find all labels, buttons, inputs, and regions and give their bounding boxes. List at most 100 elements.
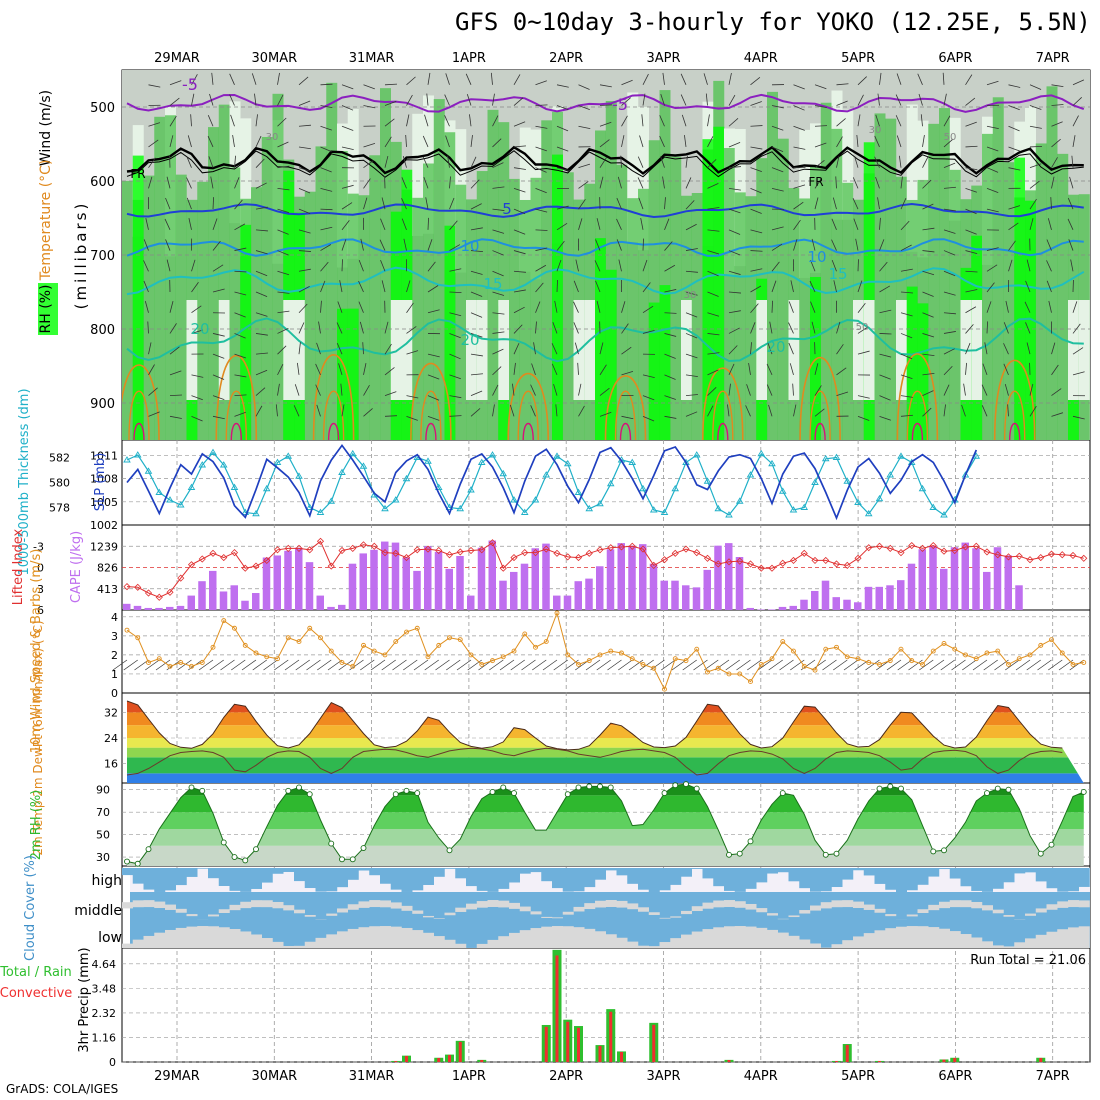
cloud-low-bar	[1003, 946, 1015, 948]
upper-wind-barb	[277, 188, 290, 191]
upper-wind-barb	[143, 239, 149, 251]
thickness-point	[596, 499, 604, 507]
upper-wind-barb	[169, 346, 180, 355]
upper-wind-barb	[363, 408, 373, 417]
precip-tick-label: 3.48	[92, 982, 117, 995]
upper-wind-barb	[895, 94, 902, 106]
cloud-mid-bar	[724, 900, 735, 908]
surface-wind-barb	[489, 659, 504, 671]
upper-wind-barb	[771, 125, 784, 131]
upper-wind-barb	[470, 408, 481, 417]
upper-wind-barb	[728, 250, 741, 256]
upper-wind-barb	[277, 363, 284, 376]
upper-wind-barb	[616, 218, 622, 231]
slp-tick-label: 1008	[90, 473, 118, 486]
upper-wind-barb	[707, 229, 720, 232]
upper-wind-barb	[943, 404, 946, 417]
upper-wind-barb	[406, 94, 413, 106]
upper-wind-barb	[1051, 176, 1055, 189]
cape-bar	[918, 549, 926, 610]
x-tick-label-top: 6APR	[938, 51, 972, 66]
thickness-point	[456, 504, 465, 512]
cloud-low-bar	[143, 935, 155, 948]
upper-wind-barb	[728, 345, 738, 355]
upper-wind-barb	[965, 74, 973, 86]
wind-tick-label: 4	[111, 611, 118, 624]
cape-bar	[467, 595, 475, 610]
cape-bar	[219, 591, 228, 610]
upper-wind-barb	[427, 353, 440, 358]
upper-wind-barb	[898, 155, 902, 168]
wind-speed-point	[135, 635, 141, 641]
upper-wind-barb	[513, 74, 521, 85]
upper-wind-barb	[427, 415, 440, 421]
precip-convective-bar	[1039, 1057, 1043, 1062]
rh-moist-column	[992, 97, 1004, 440]
thickness-point	[907, 458, 916, 465]
thickness-point	[327, 497, 336, 504]
upper-wind-barb	[470, 250, 483, 253]
upper-wind-barb	[943, 250, 956, 256]
rh-point	[597, 783, 603, 790]
cloud-high-bar	[842, 868, 854, 880]
upper-wind-barb	[298, 146, 311, 150]
upper-wind-barb	[857, 76, 867, 86]
upper-wind-barb	[535, 229, 548, 231]
upper-wind-barb	[449, 197, 455, 210]
cloud-mid-bar	[982, 905, 993, 911]
upper-wind-barb	[277, 345, 287, 355]
cape-bar	[563, 595, 572, 610]
upper-wind-barb	[363, 105, 376, 109]
upper-wind-barb	[963, 383, 966, 396]
cloud-high-bar	[831, 868, 843, 888]
thickness-point	[166, 496, 174, 503]
cloud-mid-bar	[917, 909, 929, 913]
upper-wind-barb	[616, 239, 622, 251]
cape-bar	[187, 595, 195, 610]
upper-wind-barb	[793, 84, 805, 90]
wind-speed-point	[1027, 652, 1033, 658]
rh-moist-column	[272, 93, 284, 440]
cloud-low-bar	[767, 929, 778, 948]
upper-wind-barb	[965, 289, 978, 293]
x-tick-label-bottom: 7APR	[1036, 1069, 1070, 1084]
upper-wind-barb	[599, 342, 604, 355]
lifted-index-point	[306, 546, 314, 554]
cloud-mid-bar	[154, 901, 166, 909]
upper-wind-barb	[621, 370, 634, 376]
precip-convective-bar	[598, 1045, 602, 1062]
lifted-index-point	[510, 554, 518, 562]
rh-contour-label: 50	[944, 132, 957, 143]
upper-wind-barb	[750, 188, 762, 194]
rh-moist-column	[369, 155, 381, 440]
surface-wind-barb	[1015, 659, 1031, 671]
temp-line	[126, 700, 1063, 751]
upper-wind-barb	[788, 301, 794, 313]
upper-wind-barb	[943, 208, 956, 212]
cloud-high-bar	[724, 868, 735, 891]
upper-wind-barb	[599, 121, 612, 127]
cape-bar	[854, 602, 862, 610]
upper-wind-barb	[771, 261, 780, 272]
upper-wind-barb	[316, 404, 321, 417]
upper-wind-barb	[664, 374, 676, 380]
upper-wind-barb	[277, 270, 290, 276]
upper-wind-barb	[664, 264, 676, 272]
cape-bar	[950, 547, 959, 610]
upper-wind-barb	[234, 394, 247, 396]
isotherm-30-lobe	[517, 390, 539, 440]
cape-bar	[273, 555, 281, 610]
upper-wind-barb	[297, 362, 300, 375]
upper-wind-barb	[401, 198, 407, 210]
cloud-mid-bar	[584, 903, 596, 910]
upper-wind-barb	[449, 415, 462, 417]
isotherm-15	[126, 266, 1085, 296]
cloud-low-bar	[423, 932, 434, 948]
cape-bar	[993, 547, 1002, 610]
thickness-point	[574, 488, 583, 495]
lifted-index-point	[273, 546, 282, 554]
cloud-low-bar	[1068, 927, 1079, 948]
upper-wind-barb	[986, 282, 995, 293]
rh-tick-label: 90	[96, 784, 110, 797]
surface-wind-barb	[370, 659, 386, 671]
